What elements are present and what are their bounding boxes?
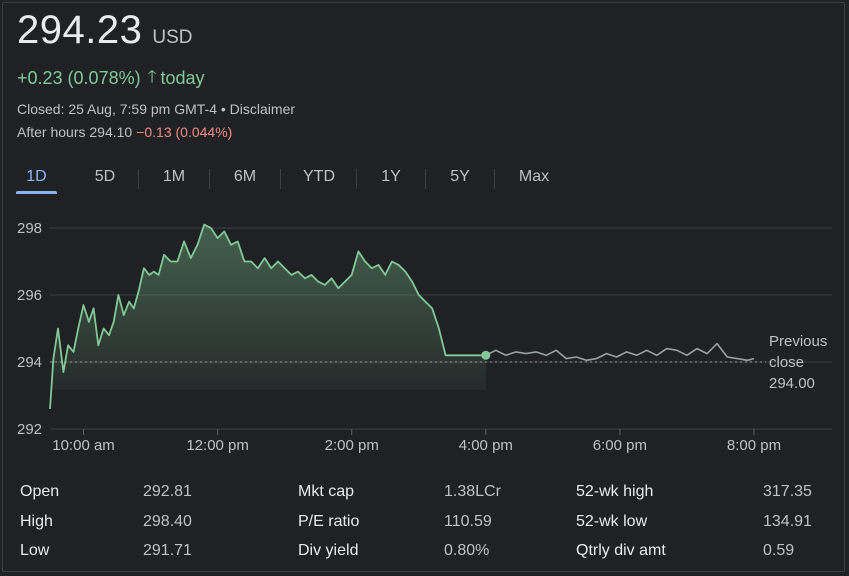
x-tick-label: 12:00 pm xyxy=(186,437,249,454)
tab-5y[interactable]: 5Y xyxy=(450,168,470,185)
stat-label: Low xyxy=(20,542,50,559)
stat-value: 134.91 xyxy=(763,513,812,530)
x-tick-label: 6:00 pm xyxy=(593,437,647,454)
tab-5d[interactable]: 5D xyxy=(94,168,116,185)
previous-close-label: Previous xyxy=(769,333,827,350)
change-value: +0.23 (0.078%) xyxy=(17,68,141,88)
stat-value: 317.35 xyxy=(763,483,812,500)
price-header: 294.23 USD xyxy=(17,8,192,53)
stat-value: 110.59 xyxy=(444,513,492,530)
y-tick-label: 296 xyxy=(17,287,42,304)
tab-1d[interactable]: 1D xyxy=(16,164,57,194)
after-hours-change: −0.13 (0.044%) xyxy=(136,124,233,140)
tab-max[interactable]: Max xyxy=(518,168,550,185)
after-hours-line xyxy=(485,342,755,362)
stat-label: Open xyxy=(20,483,60,500)
stat-value: 1.38LCr xyxy=(444,483,501,500)
tab-divider xyxy=(425,169,426,189)
x-tick-label: 2:00 pm xyxy=(325,437,379,454)
stat-value: 0.80% xyxy=(444,542,490,559)
regular-session-line xyxy=(49,223,486,409)
market-close-point xyxy=(481,350,491,360)
range-tabs: 1D 5D 1M 6M YTD 1Y 5Y Max xyxy=(16,162,552,196)
tab-divider xyxy=(280,169,281,189)
tab-divider xyxy=(356,169,357,189)
x-tick-label: 10:00 am xyxy=(52,437,115,454)
previous-close-label: 294.00 xyxy=(769,375,815,392)
stat-value: 292.81 xyxy=(143,483,192,500)
closed-status: Closed: 25 Aug, 7:59 pm GMT-4 • Disclaim… xyxy=(17,101,296,117)
price-chart[interactable]: 298 296 294 292 10:00 am 12:00 pm 2:00 pm 4:00 … xyxy=(0,200,849,465)
change-period: today xyxy=(160,68,205,88)
stat-label: High xyxy=(20,513,53,530)
stat-label: Div yield xyxy=(298,542,359,559)
currency-label: USD xyxy=(152,27,193,48)
regular-session-area xyxy=(50,224,486,409)
y-tick-label: 298 xyxy=(17,220,42,237)
x-tick-label: 8:00 pm xyxy=(727,437,781,454)
tab-divider xyxy=(209,169,210,189)
tab-divider xyxy=(138,169,139,189)
tab-1y[interactable]: 1Y xyxy=(381,168,401,185)
stat-label: 52-wk high xyxy=(576,483,654,500)
y-tick-label: 294 xyxy=(17,354,42,371)
stat-label: 52-wk low xyxy=(576,513,648,530)
tab-divider xyxy=(494,169,495,189)
tab-ytd[interactable]: YTD xyxy=(303,168,335,185)
tab-1m[interactable]: 1M xyxy=(162,168,186,185)
price-change: +0.23 (0.078%) 🡑 today xyxy=(17,64,204,93)
x-tick-label: 4:00 pm xyxy=(459,437,513,454)
stat-value: 291.71 xyxy=(143,542,192,559)
stat-label: Qtrly div amt xyxy=(576,542,666,559)
tab-6m[interactable]: 6M xyxy=(233,168,257,185)
stat-value: 0.59 xyxy=(763,542,795,559)
after-hours: After hours 294.10 −0.13 (0.044%) xyxy=(17,124,232,140)
y-tick-label: 292 xyxy=(17,421,42,438)
after-hours-price: After hours 294.10 xyxy=(17,124,133,140)
current-price: 294.23 xyxy=(17,8,143,52)
previous-close-label: close xyxy=(769,354,804,371)
arrow-up-icon: 🡑 xyxy=(147,67,157,86)
stat-label: Mkt cap xyxy=(298,483,355,500)
stat-label: P/E ratio xyxy=(298,513,360,530)
stat-value: 298.40 xyxy=(143,513,192,530)
